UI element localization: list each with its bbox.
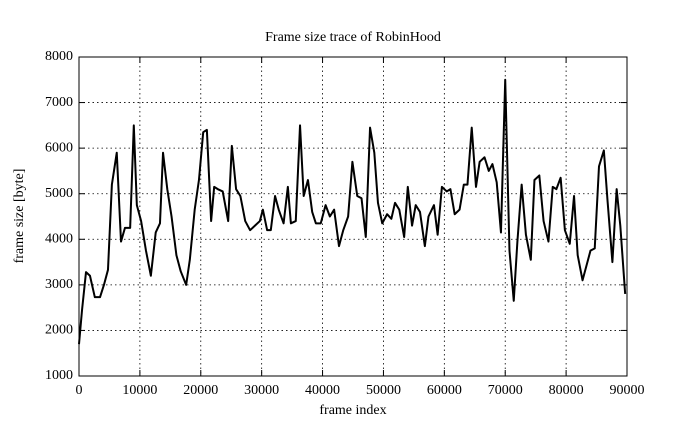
y-tick-label: 7000 (45, 95, 73, 110)
x-tick-label: 60000 (427, 383, 462, 398)
x-axis-label: frame index (319, 403, 386, 418)
data-line (78, 78, 627, 345)
x-tick-label: 70000 (488, 383, 523, 398)
x-tick-label: 30000 (244, 383, 279, 398)
plot-frame (78, 56, 628, 377)
y-tick-label: 2000 (45, 323, 73, 338)
y-axis-label: frame size [byte] (12, 169, 27, 264)
y-tick-label: 1000 (45, 368, 73, 383)
y-tick-label: 8000 (45, 49, 73, 64)
x-tick-label: 40000 (305, 383, 340, 398)
x-tick-label: 0 (76, 383, 83, 398)
x-tick-label: 50000 (366, 383, 401, 398)
y-tick-label: 3000 (45, 277, 73, 292)
x-tick-label: 90000 (610, 383, 645, 398)
y-tick-label: 4000 (45, 232, 73, 247)
y-tick-label: 6000 (45, 140, 73, 155)
y-tick-label: 5000 (45, 186, 73, 201)
chart-title: Frame size trace of RobinHood (265, 30, 441, 45)
x-tick-label: 10000 (122, 383, 157, 398)
x-tick-label: 80000 (549, 383, 584, 398)
x-tick-label: 20000 (183, 383, 218, 398)
